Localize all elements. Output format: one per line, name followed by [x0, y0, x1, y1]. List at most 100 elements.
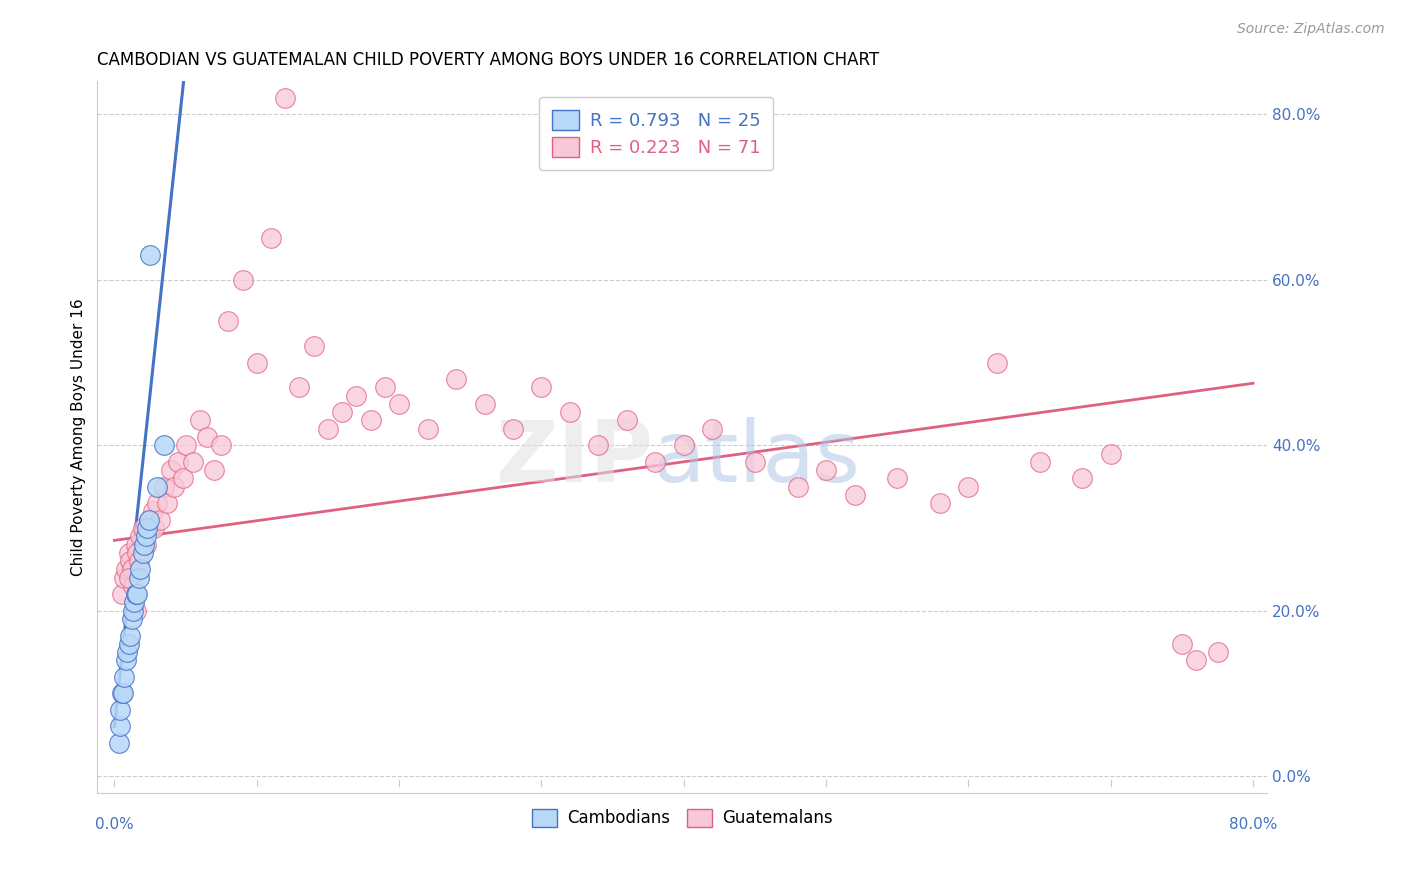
Point: [181, 455, 204, 469]
Point: [110, 686, 132, 700]
Point: [114, 562, 136, 576]
Point: [444, 372, 467, 386]
Point: [114, 653, 136, 667]
Point: [174, 438, 197, 452]
Point: [138, 513, 160, 527]
Point: [146, 496, 169, 510]
Point: [149, 513, 172, 527]
Point: [360, 413, 382, 427]
Point: [120, 554, 142, 568]
Point: [121, 612, 143, 626]
Legend: Cambodians, Guatemalans: Cambodians, Guatemalans: [526, 802, 839, 834]
Point: [108, 703, 131, 717]
Point: [118, 571, 141, 585]
Point: [135, 537, 157, 551]
Point: [132, 546, 155, 560]
Point: [146, 480, 169, 494]
Point: [588, 438, 610, 452]
Point: [302, 339, 325, 353]
Point: [122, 604, 145, 618]
Point: [744, 455, 766, 469]
Point: [260, 231, 283, 245]
Point: [125, 587, 148, 601]
Point: [136, 521, 159, 535]
Text: ZIP: ZIP: [495, 417, 654, 500]
Text: CAMBODIAN VS GUATEMALAN CHILD POVERTY AMONG BOYS UNDER 16 CORRELATION CHART: CAMBODIAN VS GUATEMALAN CHILD POVERTY AM…: [97, 51, 880, 69]
Point: [125, 537, 148, 551]
Point: [129, 562, 152, 576]
Point: [172, 471, 194, 485]
Point: [135, 529, 157, 543]
Point: [316, 422, 339, 436]
Point: [160, 463, 183, 477]
Text: Source: ZipAtlas.com: Source: ZipAtlas.com: [1237, 22, 1385, 37]
Point: [530, 380, 553, 394]
Point: [112, 670, 135, 684]
Point: [702, 422, 724, 436]
Point: [1099, 446, 1122, 460]
Point: [886, 471, 908, 485]
Point: [167, 455, 190, 469]
Point: [274, 91, 297, 105]
Point: [143, 521, 166, 535]
Point: [128, 571, 150, 585]
Point: [474, 397, 496, 411]
Point: [330, 405, 353, 419]
Point: [112, 571, 135, 585]
Point: [122, 579, 145, 593]
Point: [644, 455, 666, 469]
Point: [128, 554, 150, 568]
Point: [217, 314, 239, 328]
Point: [558, 405, 581, 419]
Point: [108, 719, 131, 733]
Point: [110, 587, 132, 601]
Point: [163, 480, 186, 494]
Point: [124, 595, 146, 609]
Point: [1206, 645, 1229, 659]
Point: [142, 504, 165, 518]
Point: [929, 496, 952, 510]
Point: [107, 736, 129, 750]
Point: [111, 686, 134, 700]
Point: [121, 562, 143, 576]
Point: [156, 496, 179, 510]
Point: [957, 480, 980, 494]
Point: [139, 248, 162, 262]
Point: [502, 422, 524, 436]
Point: [129, 529, 152, 543]
Point: [118, 637, 141, 651]
Point: [231, 273, 253, 287]
Point: [153, 480, 176, 494]
Point: [125, 604, 148, 618]
Point: [374, 380, 396, 394]
Point: [209, 438, 232, 452]
Point: [120, 628, 142, 642]
Point: [202, 463, 225, 477]
Text: 80.0%: 80.0%: [1229, 817, 1277, 832]
Point: [132, 521, 155, 535]
Point: [1071, 471, 1094, 485]
Point: [139, 521, 162, 535]
Text: atlas: atlas: [654, 417, 860, 500]
Text: 0.0%: 0.0%: [96, 817, 134, 832]
Point: [115, 645, 138, 659]
Point: [815, 463, 838, 477]
Point: [288, 380, 311, 394]
Point: [195, 430, 218, 444]
Point: [1028, 455, 1050, 469]
Point: [188, 413, 211, 427]
Point: [246, 355, 269, 369]
Point: [672, 438, 695, 452]
Point: [134, 537, 156, 551]
Point: [844, 488, 866, 502]
Point: [416, 422, 439, 436]
Point: [388, 397, 411, 411]
Point: [986, 355, 1008, 369]
Point: [127, 546, 149, 560]
Point: [1185, 653, 1208, 667]
Point: [153, 438, 176, 452]
Y-axis label: Child Poverty Among Boys Under 16: Child Poverty Among Boys Under 16: [72, 298, 86, 576]
Point: [1171, 637, 1194, 651]
Point: [127, 587, 149, 601]
Point: [616, 413, 638, 427]
